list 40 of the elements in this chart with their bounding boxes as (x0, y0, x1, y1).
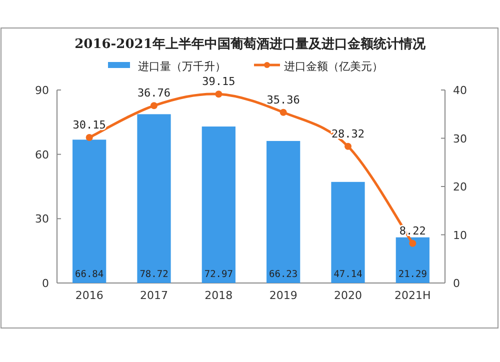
data-label: 36.76 (137, 86, 171, 100)
x-tick-label: 2017 (140, 289, 168, 302)
chart-title: 2016-2021年上半年中国葡萄酒进口量及进口金额统计情况 (74, 36, 426, 52)
y-tick-label: 90 (35, 84, 49, 97)
y-tick-label: 30 (35, 212, 49, 226)
data-label: 21.29 (398, 269, 428, 280)
point (150, 102, 158, 110)
bar (331, 182, 365, 283)
x-tick-label: 2018 (204, 289, 233, 302)
data-label: 66.23 (269, 269, 298, 280)
data-label: 72.97 (204, 269, 233, 280)
point (86, 134, 93, 142)
legend-label: 进口量（万千升） (138, 60, 226, 73)
x-tick-label: 2016 (75, 289, 104, 302)
bar (266, 140, 300, 283)
x-tick-label: 2019 (269, 289, 298, 302)
y-tick-label: 60 (35, 148, 49, 162)
point (409, 240, 416, 247)
x-tick-label: 2021H (394, 289, 431, 302)
point (280, 108, 287, 116)
data-label: 66.84 (75, 269, 104, 280)
bar (396, 237, 430, 283)
y2-tick-label: 40 (453, 84, 467, 97)
data-label: 47.14 (334, 269, 363, 280)
point (215, 90, 222, 98)
legend-label: 进口金额（亿美元） (284, 60, 383, 73)
data-label: 35.36 (266, 93, 300, 106)
x-tick-label: 2020 (334, 289, 362, 302)
data-label: 78.72 (140, 269, 168, 280)
y2-tick-label: 0 (453, 277, 460, 290)
y2-tick-label: 30 (453, 132, 467, 146)
bar (72, 140, 106, 283)
point (344, 142, 352, 150)
y2-tick-label: 20 (453, 180, 467, 194)
y-tick-label: 0 (42, 277, 49, 290)
bar (202, 126, 236, 283)
data-label: 39.15 (202, 75, 236, 88)
y2-tick-label: 10 (453, 228, 467, 242)
data-label: 30.15 (72, 118, 106, 132)
bar (137, 114, 171, 283)
